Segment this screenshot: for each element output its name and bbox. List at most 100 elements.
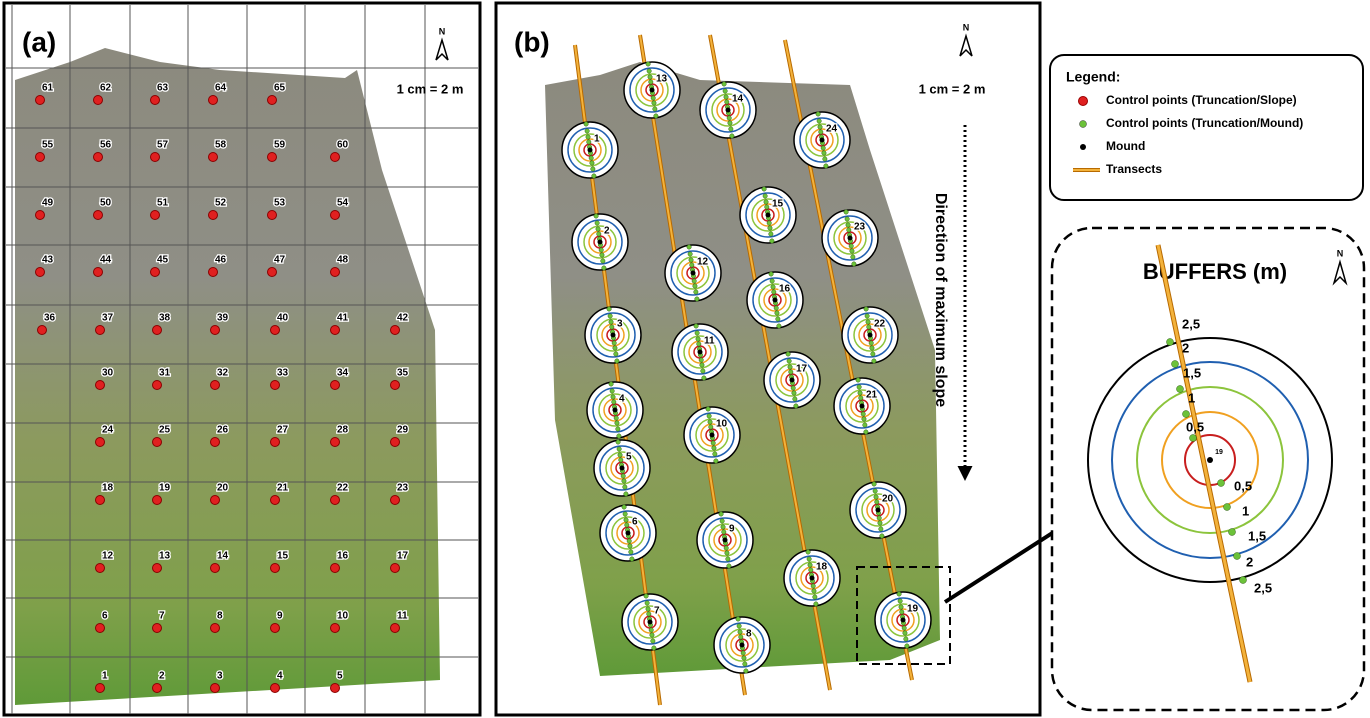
- control-point: [96, 564, 105, 573]
- mound-label: 6: [632, 517, 638, 528]
- control-point: [94, 268, 103, 277]
- control-point: [871, 352, 875, 356]
- control-point: [331, 684, 340, 693]
- control-point: [609, 320, 613, 324]
- legend-swatch: [1080, 121, 1087, 128]
- control-point: [268, 268, 277, 277]
- control-point: [616, 427, 620, 431]
- mound-label: 13: [656, 74, 668, 85]
- control-point: [607, 307, 611, 311]
- control-point: [151, 96, 160, 105]
- point-label: 6: [102, 611, 108, 622]
- control-point: [857, 385, 861, 389]
- point-label: 57: [157, 140, 169, 151]
- mound-label: 23: [854, 222, 866, 233]
- control-point: [36, 268, 45, 277]
- mound: [766, 213, 771, 218]
- control-point: [271, 326, 280, 335]
- control-point: [708, 420, 712, 424]
- control-point: [688, 252, 692, 256]
- control-point: [153, 326, 162, 335]
- control-point: [851, 255, 855, 259]
- control-point: [647, 69, 651, 73]
- point-label: 13: [159, 551, 171, 562]
- control-point: [391, 564, 400, 573]
- control-point: [623, 512, 627, 516]
- point-label: 25: [159, 425, 171, 436]
- control-point: [809, 568, 813, 572]
- control-point: [873, 489, 877, 493]
- buffer-label: 2: [1182, 340, 1189, 355]
- control-point: [872, 482, 876, 486]
- control-point: [862, 417, 866, 421]
- control-point: [644, 594, 648, 598]
- control-point: [722, 82, 726, 86]
- control-point: [861, 412, 865, 416]
- point-label: 51: [157, 198, 169, 209]
- control-point: [702, 376, 706, 380]
- control-point: [628, 544, 632, 548]
- point-label: 56: [100, 140, 112, 151]
- control-point: [654, 114, 658, 118]
- control-point: [856, 378, 860, 382]
- control-point: [727, 116, 731, 120]
- mound: [1207, 457, 1213, 463]
- buffer-label: 1,5: [1183, 365, 1201, 380]
- mound: [773, 298, 778, 303]
- control-point: [819, 130, 823, 134]
- control-point: [625, 523, 629, 527]
- mound-label: 10: [716, 419, 728, 430]
- control-point: [391, 624, 400, 633]
- control-point: [648, 75, 652, 79]
- control-point: [687, 245, 691, 249]
- buffer-label: 1: [1188, 390, 1195, 405]
- mound-label: 22: [874, 319, 886, 330]
- control-point: [846, 223, 850, 227]
- control-point: [585, 129, 589, 133]
- control-point: [722, 530, 726, 534]
- figure: 1234567891011121314151617181920212223242…: [0, 0, 1370, 718]
- control-point: [271, 496, 280, 505]
- control-point: [391, 326, 400, 335]
- control-point: [813, 595, 817, 599]
- control-point: [877, 516, 881, 520]
- point-label: 24: [102, 425, 114, 436]
- control-point: [879, 527, 883, 531]
- control-point: [611, 395, 615, 399]
- control-point: [630, 557, 634, 561]
- mound-label: 5: [626, 452, 632, 463]
- mound: [611, 333, 616, 338]
- control-point: [211, 326, 220, 335]
- control-point: [775, 311, 779, 315]
- control-point: [903, 631, 907, 635]
- control-point: [153, 496, 162, 505]
- control-point: [726, 557, 730, 561]
- mound-label: 20: [882, 494, 894, 505]
- point-label: 63: [157, 83, 169, 94]
- control-point: [812, 589, 816, 593]
- point-label: 60: [337, 140, 349, 151]
- control-point: [651, 96, 655, 100]
- control-point: [823, 157, 827, 161]
- control-point: [720, 519, 724, 523]
- control-point: [709, 425, 713, 429]
- point-label: 2: [159, 671, 165, 682]
- control-point: [653, 107, 657, 111]
- buffer-label: 1: [1242, 503, 1249, 518]
- control-point: [767, 221, 771, 225]
- control-point: [738, 630, 742, 634]
- control-point: [904, 637, 908, 641]
- control-point: [594, 214, 598, 218]
- mound: [723, 538, 728, 543]
- legend-swatch: [1079, 97, 1088, 106]
- control-point: [622, 505, 626, 509]
- point-label: 33: [277, 368, 289, 379]
- buffer-label: 0,5: [1186, 419, 1204, 434]
- legend-item: Mound: [1106, 139, 1145, 153]
- mound: [598, 240, 603, 245]
- control-point: [211, 381, 220, 390]
- point-label: 34: [337, 368, 349, 379]
- point-label: 22: [337, 483, 349, 494]
- control-point: [744, 669, 748, 673]
- mound: [820, 138, 825, 143]
